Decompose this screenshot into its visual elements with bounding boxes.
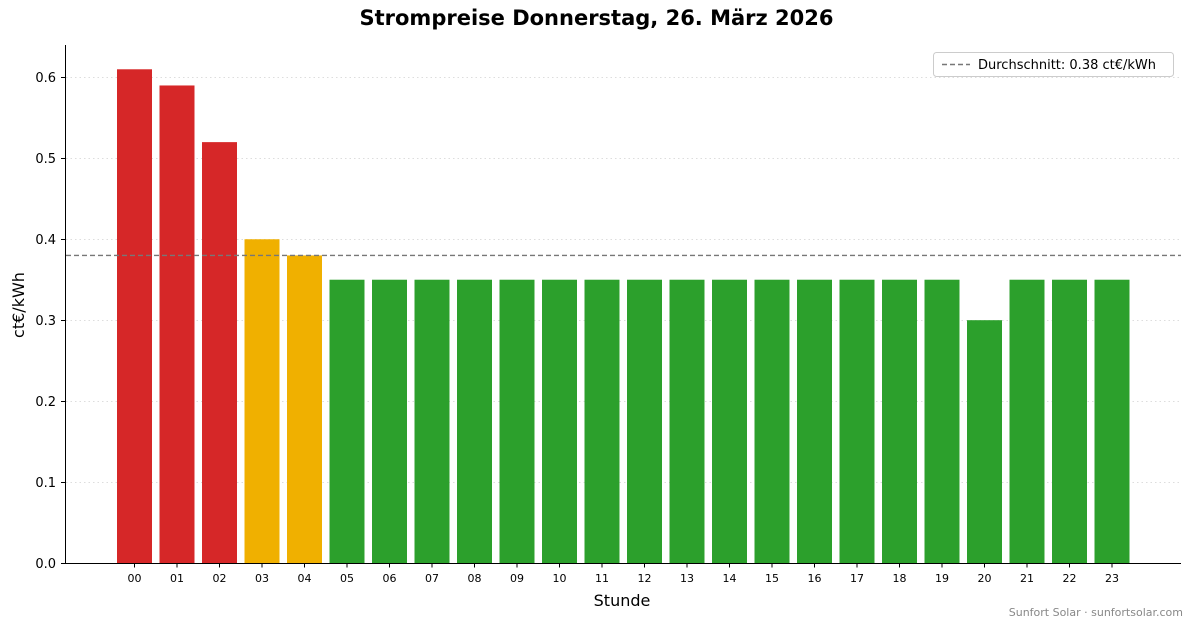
bar-hour-11: [584, 279, 620, 563]
y-tick-label: 0.2: [35, 395, 56, 410]
bar-hour-03: [244, 239, 280, 563]
x-tick-label: 18: [893, 572, 907, 585]
bar-hour-02: [202, 142, 237, 563]
bar-hour-15: [754, 279, 790, 563]
y-tick-label: 0.4: [35, 233, 56, 248]
x-tick-label: 07: [425, 572, 439, 585]
legend-label-average: Durchschnitt: 0.38 ct€/kWh: [978, 58, 1156, 73]
y-tick-label: 0.5: [35, 152, 56, 167]
x-tick-label: 15: [765, 572, 779, 585]
x-axis-label: Stunde: [594, 591, 651, 610]
x-tick-label: 00: [128, 572, 142, 585]
chart-title: Strompreise Donnerstag, 26. März 2026: [359, 6, 834, 30]
x-tick-label: 22: [1063, 572, 1077, 585]
bar-hour-00: [117, 69, 152, 563]
y-tick-label: 0.6: [35, 71, 56, 86]
x-tick-label: 05: [340, 572, 354, 585]
bar-hour-12: [627, 279, 662, 563]
x-tick-label: 16: [808, 572, 822, 585]
x-tick-label: 04: [298, 572, 312, 585]
x-tick-label: 01: [170, 572, 184, 585]
bar-hour-05: [329, 279, 365, 563]
x-tick-label: 10: [553, 572, 567, 585]
bar-hour-18: [882, 279, 917, 563]
x-tick-label: 11: [595, 572, 609, 585]
x-tick-label: 03: [255, 572, 269, 585]
bar-hour-16: [797, 279, 832, 563]
x-tick-label: 17: [850, 572, 864, 585]
y-axis-label: ct€/kWh: [9, 272, 28, 338]
bar-hour-13: [669, 279, 705, 563]
x-tick-label: 02: [213, 572, 227, 585]
bar-hour-20: [967, 320, 1002, 563]
x-tick-label: 20: [978, 572, 992, 585]
x-tick-label: 14: [723, 572, 737, 585]
x-tick-label: 08: [468, 572, 482, 585]
bar-hour-23: [1094, 279, 1130, 563]
x-tick-label: 23: [1105, 572, 1119, 585]
bar-hour-01: [159, 85, 195, 563]
x-tick-label: 13: [680, 572, 694, 585]
x-tick-label: 12: [638, 572, 652, 585]
bar-hour-14: [712, 279, 747, 563]
x-tick-label: 19: [935, 572, 949, 585]
x-tick-label: 06: [383, 572, 397, 585]
y-ticks: 0.0 0.1 0.2 0.3 0.4 0.5 0.6: [35, 71, 66, 572]
bar-hour-06: [372, 279, 407, 563]
legend-box: [933, 52, 1174, 77]
bar-hour-08: [457, 279, 492, 563]
bars: [117, 69, 1130, 563]
axes: [65, 45, 1181, 564]
bar-hour-21: [1009, 279, 1045, 563]
y-tick-label: 0.0: [35, 557, 56, 572]
bar-hour-10: [542, 279, 577, 563]
bar-hour-19: [924, 279, 960, 563]
bar-hour-07: [414, 279, 450, 563]
bar-hour-09: [499, 279, 535, 563]
legend: Durchschnitt: 0.38 ct€/kWh: [933, 52, 1174, 77]
x-ticks: 00 01 02 03 04 05 06 07 08 09 10 11 12 13 14 15 16 17 18 19…: [128, 563, 1119, 585]
x-tick-label: 09: [510, 572, 524, 585]
bar-hour-17: [839, 279, 875, 563]
x-tick-label: 21: [1020, 572, 1034, 585]
bar-hour-22: [1052, 279, 1087, 563]
bar-hour-04: [287, 255, 322, 563]
y-tick-label: 0.3: [35, 314, 56, 329]
footer-credit: Sunfort Solar · sunfortsolar.com: [1008, 606, 1183, 619]
y-tick-label: 0.1: [35, 476, 56, 491]
